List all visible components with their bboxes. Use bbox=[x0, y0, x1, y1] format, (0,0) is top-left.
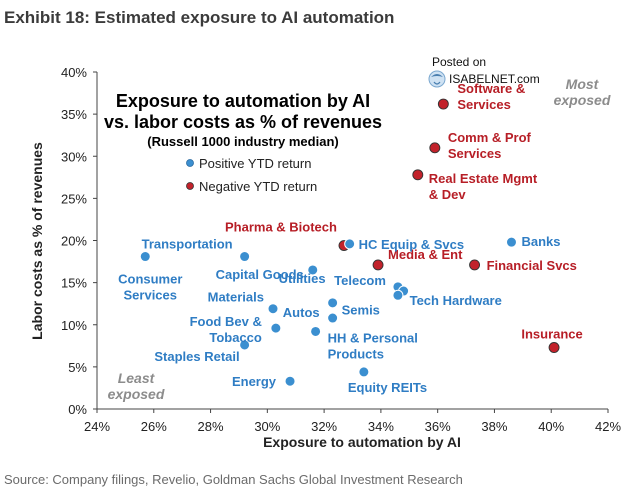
x-tick-label: 30% bbox=[254, 419, 280, 434]
label-banks: Banks bbox=[521, 234, 560, 249]
point-banks bbox=[505, 236, 517, 248]
label-energy: Energy bbox=[232, 374, 277, 389]
point-real-estate-mgmt-dev bbox=[412, 169, 424, 181]
legend: Positive YTD return Negative YTD return bbox=[186, 156, 317, 194]
label-insurance: Insurance bbox=[521, 326, 582, 341]
point-materials bbox=[267, 303, 279, 315]
point-media-ent bbox=[372, 259, 384, 271]
y-tick-label: 15% bbox=[61, 276, 87, 291]
label-staples-retail: Staples Retail bbox=[154, 349, 239, 364]
label-consumer-services: Consumer Services bbox=[118, 272, 182, 303]
label-tech-hardware: Tech Hardware bbox=[410, 293, 502, 308]
isabelnet-logo-icon bbox=[428, 70, 446, 88]
label-software-services: Software & Services bbox=[457, 81, 525, 112]
y-tick-label: 40% bbox=[61, 65, 87, 80]
point-software-services bbox=[437, 98, 449, 110]
point-consumer-services bbox=[139, 251, 151, 263]
label-telecom: Telecom bbox=[334, 273, 386, 288]
point-labels: Software & Services Comm & Prof Services Rea… bbox=[118, 81, 583, 395]
scatter-points bbox=[139, 98, 560, 387]
point-equity-reits bbox=[358, 366, 370, 378]
point-utilities bbox=[327, 297, 339, 309]
point-insurance bbox=[548, 342, 560, 353]
y-axis-label: Labor costs as % of revenues bbox=[29, 142, 45, 340]
point-hh-personal-products bbox=[310, 325, 322, 337]
exhibit-title: Exhibit 18: Estimated exposure to AI aut… bbox=[4, 8, 395, 27]
corner-label-line: exposed bbox=[108, 386, 165, 402]
point-hc-equip-svcs bbox=[344, 238, 356, 250]
legend-positive-marker bbox=[186, 159, 194, 167]
corner-label-line: exposed bbox=[554, 92, 611, 108]
x-tick-label: 28% bbox=[198, 419, 224, 434]
corner-label-line: Most bbox=[566, 76, 600, 92]
y-tick-labels: 0% 5% 10% 15% 20% 25% 30% 35% 40% bbox=[61, 65, 97, 417]
label-semis: Semis bbox=[342, 302, 380, 317]
watermark-posted-on: Posted on bbox=[432, 55, 486, 69]
point-energy bbox=[284, 375, 296, 387]
x-tick-labels: 24% 26% 28% 30% 32% 34% 36% 38% 40% 42% bbox=[84, 409, 621, 434]
isabelnet-watermark: Posted on ISABELNET.com bbox=[428, 55, 540, 88]
label-financial-svcs: Financial Svcs bbox=[487, 258, 577, 273]
label-food-bev-tobacco: Food Bev & Tobacco bbox=[190, 314, 262, 345]
y-tick-label: 35% bbox=[61, 107, 87, 122]
y-tick-label: 20% bbox=[61, 234, 87, 249]
point-capital-goods bbox=[307, 264, 319, 276]
y-tick-label: 30% bbox=[61, 149, 87, 164]
legend-negative-label: Negative YTD return bbox=[199, 179, 317, 194]
chart-subtitle: (Russell 1000 industry median) bbox=[147, 134, 338, 149]
x-tick-label: 42% bbox=[595, 419, 621, 434]
label-capital-goods: Capital Goods bbox=[216, 267, 304, 282]
chart-title: Exposure to automation by AI bbox=[116, 91, 370, 111]
point-financial-svcs bbox=[469, 259, 481, 271]
x-tick-label: 32% bbox=[311, 419, 337, 434]
label-utilities: Utilities bbox=[279, 271, 326, 286]
x-tick-label: 36% bbox=[425, 419, 451, 434]
label-materials: Materials bbox=[208, 290, 264, 305]
x-tick-label: 38% bbox=[481, 419, 507, 434]
point-autos bbox=[327, 312, 339, 324]
label-media-ent: Media & Ent bbox=[388, 247, 463, 262]
x-tick-label: 40% bbox=[538, 419, 564, 434]
watermark-site: ISABELNET.com bbox=[449, 72, 540, 86]
label-hh-personal-products: HH & Personal Products bbox=[328, 330, 418, 361]
label-autos: Autos bbox=[283, 305, 320, 320]
point-transportation bbox=[239, 251, 251, 263]
x-tick-label: 24% bbox=[84, 419, 110, 434]
point-semis bbox=[392, 289, 404, 301]
y-tick-label: 10% bbox=[61, 318, 87, 333]
chart-title-line2: vs. labor costs as % of revenues bbox=[104, 112, 382, 132]
label-hc-equip-svcs: HC Equip & Svcs bbox=[359, 237, 464, 252]
label-equity-reits: Equity REITs bbox=[348, 380, 427, 395]
point-food-bev-tobacco bbox=[270, 322, 282, 334]
x-tick-label: 26% bbox=[141, 419, 167, 434]
legend-positive-label: Positive YTD return bbox=[199, 156, 311, 171]
label-real-estate-mgmt-dev: Real Estate Mgmt & Dev bbox=[429, 171, 538, 202]
y-tick-label: 5% bbox=[68, 360, 87, 375]
point-comm-prof-services bbox=[429, 142, 441, 154]
corner-label-line: Least bbox=[118, 370, 156, 386]
y-tick-label: 25% bbox=[61, 191, 87, 206]
y-tick-label: 0% bbox=[68, 402, 87, 417]
x-axis-label: Exposure to automation by AI bbox=[263, 434, 461, 450]
label-transportation: Transportation bbox=[142, 237, 233, 252]
x-tick-label: 34% bbox=[368, 419, 394, 434]
legend-negative-marker bbox=[186, 182, 194, 190]
label-comm-prof-services: Comm & Prof Services bbox=[448, 130, 532, 161]
source-note: Source: Company filings, Revelio, Goldma… bbox=[4, 472, 463, 487]
label-pharma-biotech: Pharma & Biotech bbox=[225, 220, 337, 235]
point-staples-retail bbox=[239, 339, 251, 351]
